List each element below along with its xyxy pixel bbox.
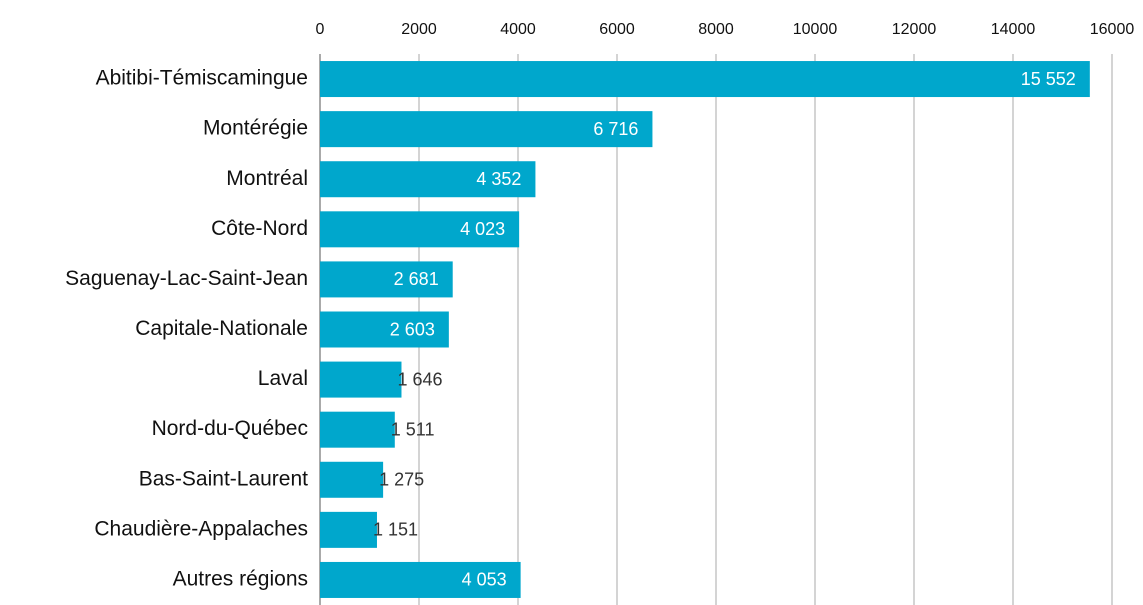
y-tick-label: Capitale-Nationale bbox=[135, 317, 308, 340]
x-tick-label: 0 bbox=[316, 21, 325, 38]
value-label: 2 603 bbox=[390, 319, 435, 339]
x-tick-label: 16000 bbox=[1090, 21, 1135, 38]
bar bbox=[320, 61, 1090, 98]
bar bbox=[320, 361, 402, 398]
y-tick-label: Autres régions bbox=[173, 568, 308, 591]
value-label: 2 681 bbox=[394, 269, 439, 289]
bar bbox=[320, 411, 395, 448]
value-label: 1 646 bbox=[397, 369, 442, 389]
x-tick-label: 10000 bbox=[793, 21, 838, 38]
x-tick-label: 2000 bbox=[401, 21, 437, 38]
value-label: 1 275 bbox=[379, 470, 424, 490]
y-tick-label: Laval bbox=[258, 367, 308, 390]
y-tick-label: Côte-Nord bbox=[211, 217, 308, 240]
value-label: 4 053 bbox=[462, 570, 507, 590]
bar bbox=[320, 561, 521, 598]
y-tick-label: Chaudière-Appalaches bbox=[94, 517, 308, 540]
y-tick-label: Abitibi-Témiscamingue bbox=[96, 67, 308, 90]
bar bbox=[320, 311, 449, 348]
bar bbox=[320, 261, 453, 298]
x-tick-label: 12000 bbox=[892, 21, 937, 38]
bar bbox=[320, 461, 384, 498]
x-tick-label: 6000 bbox=[599, 21, 635, 38]
bar bbox=[320, 211, 520, 248]
x-tick-label: 14000 bbox=[991, 21, 1036, 38]
bar bbox=[320, 161, 536, 198]
y-tick-label: Montréal bbox=[226, 167, 308, 190]
y-tick-label: Montérégie bbox=[203, 117, 308, 140]
y-tick-label: Nord-du-Québec bbox=[152, 417, 308, 440]
value-label: 4 023 bbox=[460, 219, 505, 239]
y-tick-label: Bas-Saint-Laurent bbox=[139, 467, 308, 490]
value-label: 15 552 bbox=[1021, 69, 1076, 89]
x-tick-label: 8000 bbox=[698, 21, 734, 38]
value-label: 1 151 bbox=[373, 520, 418, 540]
bar bbox=[320, 111, 653, 148]
value-label: 1 511 bbox=[391, 419, 435, 439]
y-tick-label: Saguenay-Lac-Saint-Jean bbox=[65, 267, 308, 290]
value-label: 4 352 bbox=[476, 169, 521, 189]
bar bbox=[320, 511, 377, 548]
x-tick-label: 4000 bbox=[500, 21, 536, 38]
value-label: 6 716 bbox=[593, 119, 638, 139]
